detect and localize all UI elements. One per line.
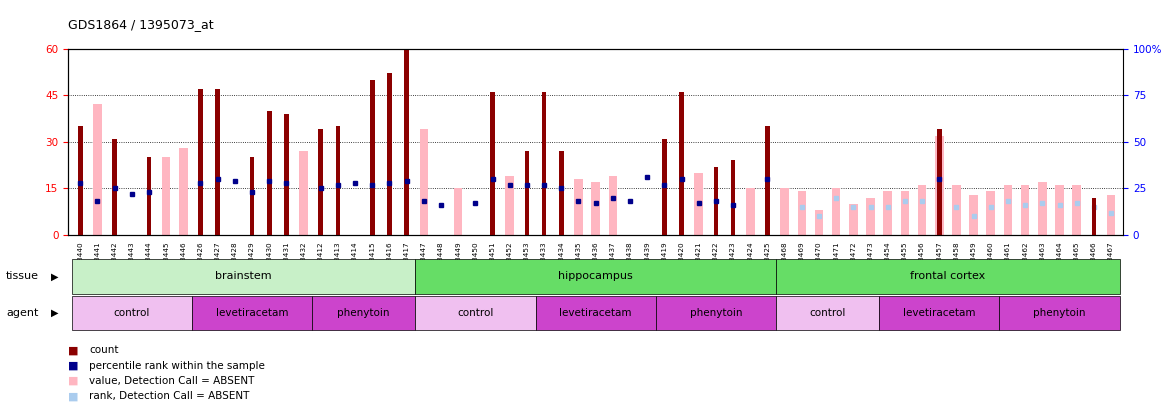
Bar [415,296,535,330]
Bar [312,296,415,330]
Bar [867,198,875,235]
Bar [1107,194,1115,235]
Bar [608,176,617,235]
Bar [574,179,583,235]
Bar [192,296,312,330]
Text: levetiracetam: levetiracetam [560,308,632,318]
Bar [249,157,254,235]
Bar [299,151,308,235]
Bar [776,259,1120,294]
Bar [680,92,684,235]
Bar [535,296,656,330]
Bar [969,194,978,235]
Bar [179,148,188,235]
Bar [1021,185,1029,235]
Bar [198,89,202,235]
Bar [766,126,770,235]
Text: frontal cortex: frontal cortex [910,271,985,281]
Bar [559,151,563,235]
Bar [370,80,375,235]
Text: ■: ■ [68,345,79,355]
Text: rank, Detection Call = ABSENT: rank, Detection Call = ABSENT [89,392,249,401]
Bar [93,104,101,235]
Bar [662,139,667,235]
Bar [797,192,806,235]
Bar [776,296,880,330]
Text: levetiracetam: levetiracetam [903,308,976,318]
Bar [592,182,600,235]
Text: brainstem: brainstem [215,271,272,281]
Text: tissue: tissue [6,271,39,281]
Text: value, Detection Call = ABSENT: value, Detection Call = ABSENT [89,376,255,386]
Bar [285,114,289,235]
Bar [695,173,703,235]
Bar [746,188,755,235]
Bar [714,166,719,235]
Text: control: control [114,308,151,318]
Bar [1000,296,1120,330]
Bar [215,89,220,235]
Bar [880,296,1000,330]
Bar [542,92,547,235]
Bar [831,188,841,235]
Bar [405,49,409,235]
Bar [335,126,340,235]
Bar [72,259,415,294]
Bar [112,139,116,235]
Text: levetiracetam: levetiracetam [215,308,288,318]
Bar [883,192,893,235]
Text: hippocampus: hippocampus [559,271,633,281]
Bar [815,210,823,235]
Bar [490,92,495,235]
Bar [162,157,171,235]
Bar [524,151,529,235]
Text: phenytoin: phenytoin [1034,308,1085,318]
Bar [656,296,776,330]
Text: ▶: ▶ [51,308,58,318]
Bar [506,176,514,235]
Text: agent: agent [6,308,39,318]
Text: percentile rank within the sample: percentile rank within the sample [89,361,266,371]
Bar [147,157,152,235]
Bar [987,192,995,235]
Bar [953,185,961,235]
Bar [917,185,927,235]
Text: phenytoin: phenytoin [689,308,742,318]
Text: GDS1864 / 1395073_at: GDS1864 / 1395073_at [68,18,214,31]
Bar [454,188,462,235]
Bar [387,73,392,235]
Bar [1055,185,1064,235]
Text: control: control [457,308,494,318]
Text: count: count [89,345,119,355]
Bar [935,136,943,235]
Bar [781,188,789,235]
Bar [267,111,272,235]
Bar [1073,185,1081,235]
Text: control: control [809,308,846,318]
Bar [420,129,428,235]
Bar [78,126,82,235]
Bar [901,192,909,235]
Bar [72,296,192,330]
Text: ■: ■ [68,376,79,386]
Bar [1003,185,1013,235]
Text: ▶: ▶ [51,271,58,281]
Bar [849,204,857,235]
Text: phenytoin: phenytoin [338,308,390,318]
Bar [937,129,942,235]
Bar [730,160,735,235]
Text: ■: ■ [68,361,79,371]
Bar [1091,198,1096,235]
Text: ■: ■ [68,392,79,401]
Bar [319,129,323,235]
Bar [415,259,776,294]
Bar [1038,182,1047,235]
